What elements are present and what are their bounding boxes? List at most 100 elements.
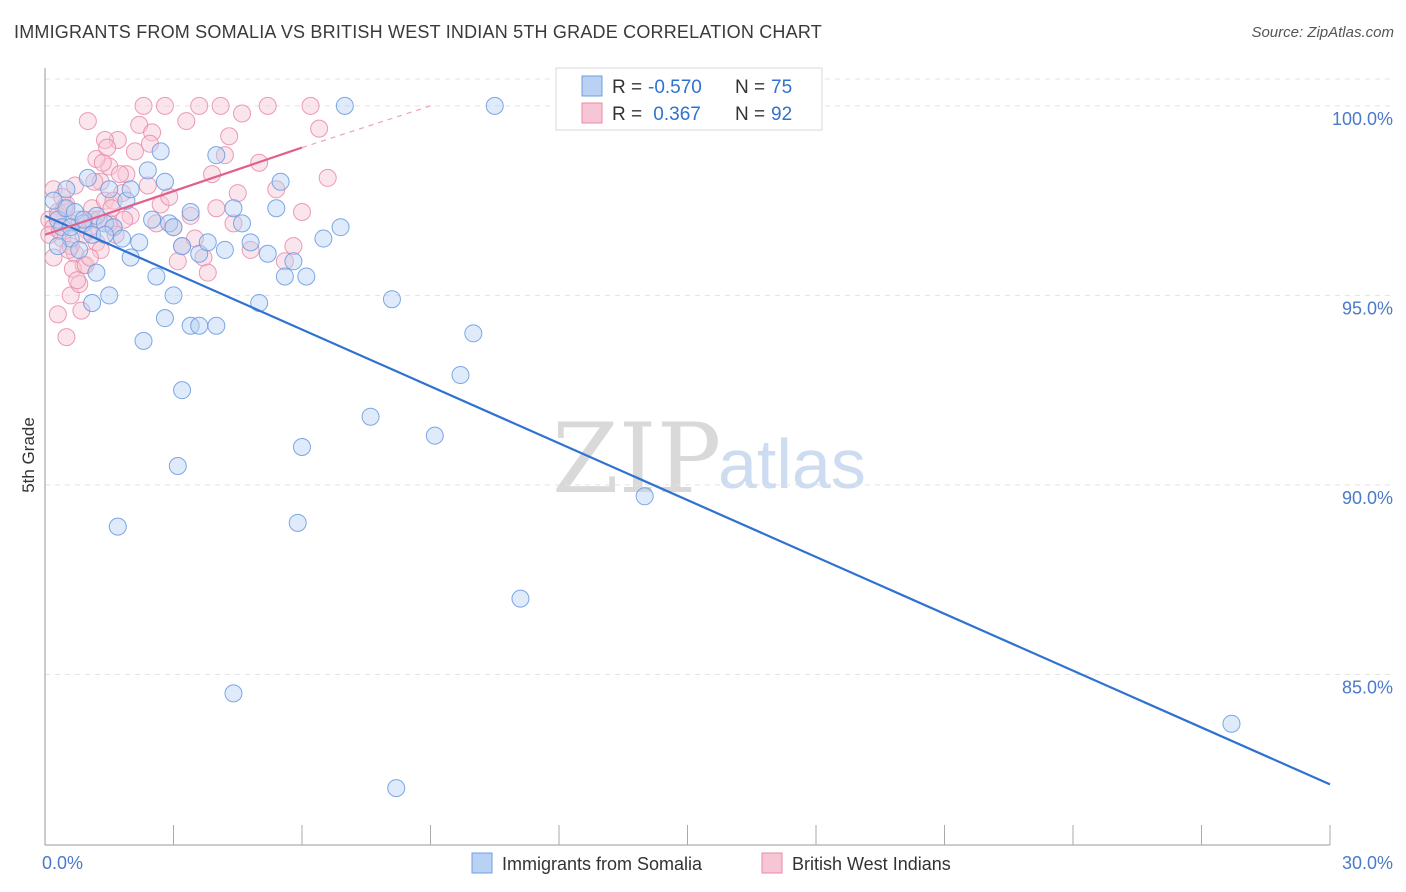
point-british-west-indians: [310, 119, 329, 138]
point-somalia: [224, 684, 243, 703]
legend-n-value-pink: 92: [771, 104, 792, 125]
point-somalia: [151, 142, 170, 161]
point-british-west-indians: [220, 127, 239, 146]
point-somalia: [297, 267, 316, 286]
point-somalia: [331, 218, 350, 237]
point-british-west-indians: [93, 153, 112, 172]
point-somalia: [70, 240, 89, 259]
watermark-atlas: atlas: [718, 425, 866, 503]
point-british-west-indians: [177, 112, 196, 131]
point-somalia: [78, 168, 97, 187]
point-somalia: [100, 180, 119, 199]
point-somalia: [130, 233, 149, 252]
legend-r-label-blue: R =: [612, 77, 642, 98]
point-somalia: [635, 487, 654, 506]
point-british-west-indians: [228, 184, 247, 203]
trend-line-british-west-indians-extension: [301, 105, 431, 149]
point-british-west-indians: [140, 134, 159, 153]
bottom-legend-swatch-blue: [471, 852, 493, 874]
x-tick-labels: 0.0% 30.0%: [42, 853, 1393, 873]
legend-swatch-blue: [581, 75, 603, 97]
axes: [44, 68, 1331, 846]
point-somalia: [207, 146, 226, 165]
point-british-west-indians: [181, 206, 200, 225]
y-tick-label: 100.0%: [1332, 109, 1393, 129]
point-somalia: [258, 244, 277, 263]
point-british-west-indians: [207, 199, 226, 218]
trend-line-somalia: [44, 214, 1331, 786]
point-british-west-indians: [233, 104, 252, 123]
point-british-west-indians: [68, 271, 87, 290]
point-british-west-indians: [115, 210, 134, 229]
point-british-west-indians: [198, 263, 217, 282]
point-british-west-indians: [168, 252, 187, 271]
point-british-west-indians: [134, 96, 153, 115]
point-somalia: [83, 293, 102, 312]
point-somalia: [100, 286, 119, 305]
y-tick-label: 90.0%: [1342, 488, 1393, 508]
point-british-west-indians: [72, 301, 91, 320]
point-british-west-indians: [258, 96, 277, 115]
point-somalia: [215, 240, 234, 259]
source-credit: Source: ZipAtlas.com: [1251, 24, 1394, 41]
point-british-west-indians: [104, 191, 123, 210]
y-tick-label: 85.0%: [1342, 677, 1393, 697]
point-somalia: [284, 252, 303, 271]
bottom-legend-label-pink: British West Indians: [792, 854, 951, 874]
y-axis-title: 5th Grade: [19, 417, 38, 493]
point-somalia: [207, 316, 226, 335]
point-british-west-indians: [241, 240, 260, 259]
point-somalia: [451, 366, 470, 385]
point-somalia: [181, 203, 200, 222]
point-british-west-indians: [143, 123, 162, 142]
point-british-west-indians: [44, 248, 63, 267]
point-somalia: [57, 199, 76, 218]
point-somalia: [224, 199, 243, 218]
point-somalia: [275, 267, 294, 286]
point-somalia: [293, 438, 311, 457]
point-british-west-indians: [190, 96, 209, 115]
point-somalia: [113, 229, 132, 248]
point-british-west-indians: [211, 96, 230, 115]
point-british-west-indians: [98, 138, 117, 157]
point-somalia: [464, 324, 483, 343]
point-somalia: [138, 161, 157, 180]
point-british-west-indians: [293, 203, 311, 222]
point-british-west-indians: [301, 96, 320, 115]
trend-line-british-west-indians: [44, 146, 303, 236]
point-somalia: [387, 779, 406, 798]
point-somalia: [143, 210, 162, 229]
point-somalia: [147, 267, 166, 286]
point-british-west-indians: [95, 131, 114, 150]
point-somalia: [241, 233, 260, 252]
point-british-west-indians: [110, 165, 129, 184]
point-somalia: [382, 290, 401, 309]
legend-swatch-pink: [581, 102, 603, 124]
stats-legend: R = -0.570 N = 75 R = 0.367 N = 92: [555, 67, 823, 131]
point-somalia: [164, 286, 183, 305]
point-somalia: [155, 172, 174, 191]
point-british-west-indians: [59, 240, 78, 259]
point-somalia: [485, 96, 504, 115]
point-british-west-indians: [138, 176, 157, 195]
point-somalia: [198, 233, 217, 252]
point-somalia: [233, 214, 252, 233]
point-british-west-indians: [318, 168, 337, 187]
point-british-west-indians: [48, 305, 67, 324]
point-british-west-indians: [125, 142, 144, 161]
bottom-legend-label-blue: Immigrants from Somalia: [502, 854, 703, 874]
point-somalia: [267, 199, 286, 218]
series-legend: Immigrants from Somalia British West Ind…: [471, 852, 951, 874]
point-somalia: [190, 316, 209, 335]
legend-n-value-blue: 75: [771, 77, 792, 98]
point-british-west-indians: [160, 187, 179, 206]
point-somalia: [155, 309, 174, 328]
point-somalia: [314, 229, 333, 248]
point-british-west-indians: [78, 112, 97, 131]
point-british-west-indians: [284, 237, 303, 256]
legend-n-label-pink: N =: [735, 104, 765, 125]
chart-title: IMMIGRANTS FROM SOMALIA VS BRITISH WEST …: [14, 22, 822, 42]
point-somalia: [1222, 714, 1241, 733]
y-tick-label: 95.0%: [1342, 298, 1393, 318]
point-somalia: [271, 172, 290, 191]
